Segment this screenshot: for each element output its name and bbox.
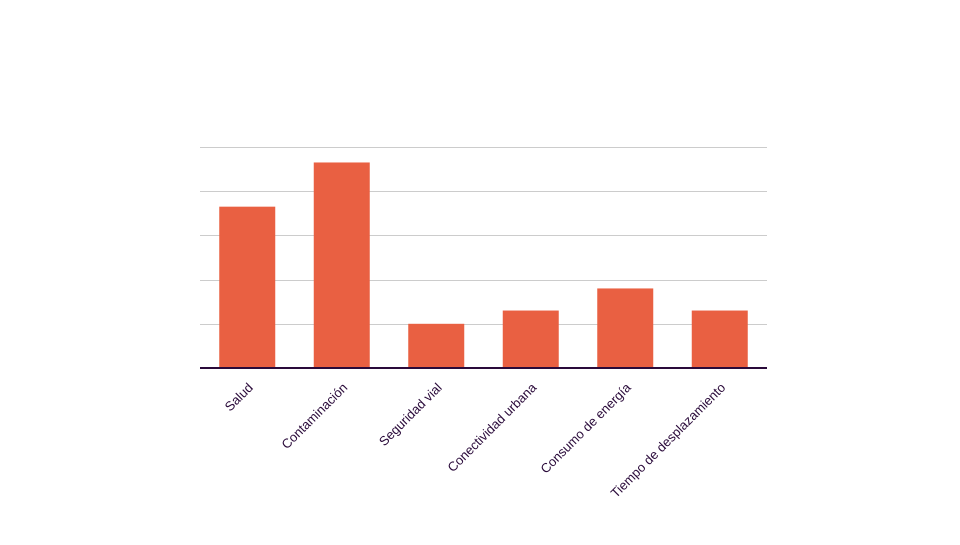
bar-0 (219, 206, 276, 368)
bar-2 (408, 323, 465, 368)
bar-5 (691, 310, 748, 368)
x-tick-labels: Salud Contaminación Seguridad vial Conectiv… (222, 379, 729, 500)
x-tick-label-0: Salud (222, 380, 256, 414)
x-tick-label-1: Contaminación (278, 380, 350, 452)
bar-1 (313, 162, 370, 368)
gridlines (200, 147, 767, 325)
x-tick-label-4: Consumo de energía (537, 379, 634, 476)
bars (219, 162, 748, 368)
bar-3 (502, 310, 559, 368)
bar-4 (597, 288, 654, 368)
x-tick-label-3: Conectividad urbana (444, 379, 539, 474)
x-tick-label-2: Seguridad vial (376, 380, 445, 449)
